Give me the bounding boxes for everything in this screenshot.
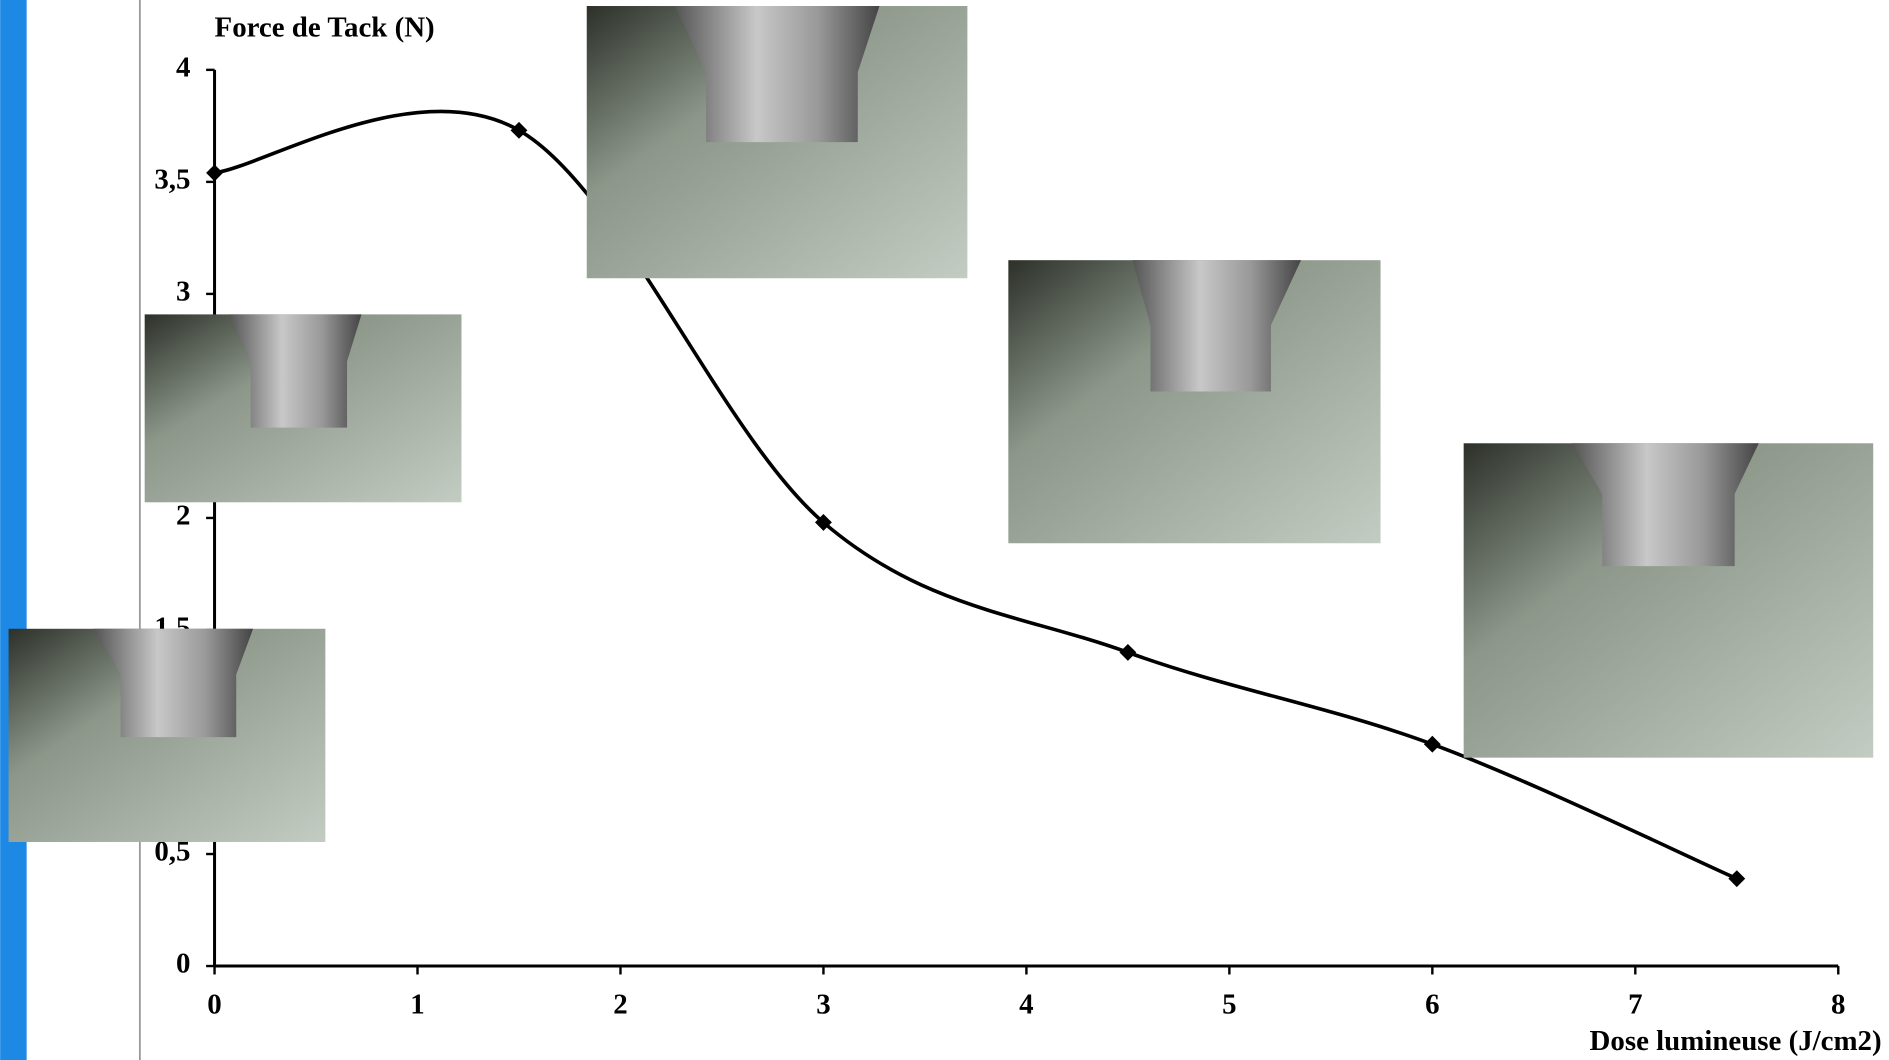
y-tick-label: 0 <box>176 948 190 980</box>
x-tick-label: 2 <box>613 989 627 1021</box>
x-tick-label: 1 <box>410 989 424 1021</box>
side-bar <box>0 0 27 1060</box>
point <box>1119 643 1137 661</box>
point <box>1423 735 1441 753</box>
x-tick-label: 7 <box>1628 989 1642 1021</box>
y-tick-label: 3 <box>176 276 190 308</box>
x-tick-label: 0 <box>207 989 221 1021</box>
y-tick-label: 3,5 <box>154 164 190 196</box>
y-tick-label: 4 <box>176 51 190 83</box>
photo <box>1008 260 1381 544</box>
y-tick-label: 2 <box>176 500 190 532</box>
photos <box>8 6 1874 842</box>
point <box>1728 870 1746 888</box>
x-tick-label: 3 <box>816 989 830 1021</box>
x-tick-label: 8 <box>1831 989 1845 1021</box>
photo <box>8 628 326 842</box>
point <box>206 164 223 182</box>
point <box>815 514 832 531</box>
x-tick-label: 6 <box>1425 989 1439 1021</box>
point <box>510 121 528 139</box>
x-axis-label: Dose lumineuse (J/cm2) <box>1590 1025 1882 1057</box>
y-axis-label: Force de Tack (N) <box>215 12 435 44</box>
photo <box>144 314 462 503</box>
x-tick-label: 4 <box>1019 989 1033 1021</box>
x-tick-label: 5 <box>1222 989 1236 1021</box>
photo <box>586 6 968 279</box>
photo <box>1463 443 1874 758</box>
